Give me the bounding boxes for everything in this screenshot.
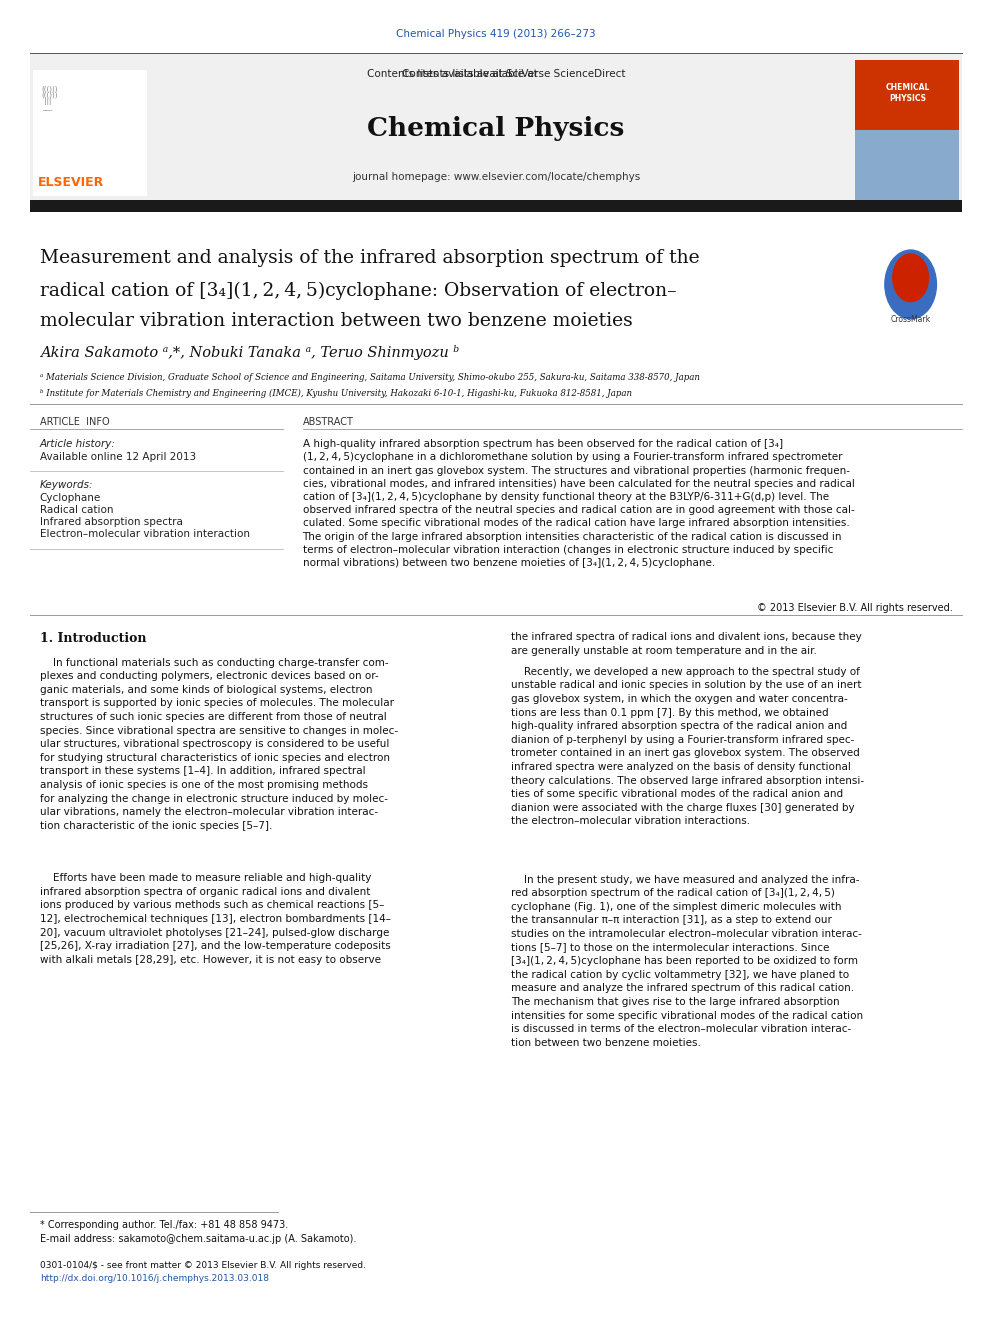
Text: radical cation of [3₄](1, 2, 4, 5)cyclophane: Observation of electron–: radical cation of [3₄](1, 2, 4, 5)cyclop… [40,282,677,300]
Text: In functional materials such as conducting charge-transfer com-
plexes and condu: In functional materials such as conducti… [40,658,398,831]
Text: ((()))
((()))
 ||| 
___: ((())) ((())) ||| ___ [42,86,59,111]
Bar [855,60,959,202]
Text: http://dx.doi.org/10.1016/j.chemphys.2013.03.018: http://dx.doi.org/10.1016/j.chemphys.201… [40,1274,269,1283]
Text: * Corresponding author. Tel./fax: +81 48 858 9473.: * Corresponding author. Tel./fax: +81 48… [40,1220,288,1230]
Text: ABSTRACT: ABSTRACT [303,417,353,427]
Text: Chemical Physics: Chemical Physics [367,116,625,142]
Text: Electron–molecular vibration interaction: Electron–molecular vibration interaction [40,529,250,540]
Text: Contents lists available at SciVerse ScienceDirect: Contents lists available at SciVerse Sci… [367,69,625,79]
Text: Efforts have been made to measure reliable and high-quality
infrared absorption : Efforts have been made to measure reliab… [40,873,391,964]
Circle shape [885,250,936,319]
Text: ARTICLE  INFO: ARTICLE INFO [40,417,109,427]
Text: molecular vibration interaction between two benzene moieties: molecular vibration interaction between … [40,312,633,331]
Text: CHEMICAL
PHYSICS: CHEMICAL PHYSICS [886,83,930,103]
Text: Chemical Physics 419 (2013) 266–273: Chemical Physics 419 (2013) 266–273 [396,29,596,40]
Text: CrossMark: CrossMark [891,315,930,324]
Text: Keywords:: Keywords: [40,480,93,491]
Text: Available online 12 April 2013: Available online 12 April 2013 [40,452,195,463]
Text: Radical cation: Radical cation [40,505,113,516]
Text: ᵇ Institute for Materials Chemistry and Engineering (IMCE), Kyushu University, H: ᵇ Institute for Materials Chemistry and … [40,389,632,398]
Text: In the present study, we have measured and analyzed the infra-
red absorption sp: In the present study, we have measured a… [511,875,863,1048]
Text: Measurement and analysis of the infrared absorption spectrum of the: Measurement and analysis of the infrared… [40,249,699,267]
Text: Recently, we developed a new approach to the spectral study of
unstable radical : Recently, we developed a new approach to… [511,667,864,827]
Bar [855,130,959,202]
Text: © 2013 Elsevier B.V. All rights reserved.: © 2013 Elsevier B.V. All rights reserved… [757,603,952,614]
Text: 0301-0104/$ - see front matter © 2013 Elsevier B.V. All rights reserved.: 0301-0104/$ - see front matter © 2013 El… [40,1261,366,1270]
Text: ELSEVIER: ELSEVIER [38,176,104,189]
Text: Contents lists available at: Contents lists available at [402,69,590,79]
Text: A high-quality infrared absorption spectrum has been observed for the radical ca: A high-quality infrared absorption spect… [303,439,854,568]
Bar [33,70,147,196]
Bar [30,200,962,212]
Text: Akira Sakamoto ᵃ,*, Nobuki Tanaka ᵃ, Teruo Shinmyozu ᵇ: Akira Sakamoto ᵃ,*, Nobuki Tanaka ᵃ, Ter… [40,345,459,360]
Text: the infrared spectra of radical ions and divalent ions, because they
are general: the infrared spectra of radical ions and… [511,632,862,656]
Circle shape [893,254,929,302]
Text: journal homepage: www.elsevier.com/locate/chemphys: journal homepage: www.elsevier.com/locat… [352,172,640,183]
Text: Infrared absorption spectra: Infrared absorption spectra [40,517,183,528]
Bar [30,54,962,205]
Text: Article history:: Article history: [40,439,115,450]
Text: Cyclophane: Cyclophane [40,493,101,504]
Text: 1. Introduction: 1. Introduction [40,632,146,646]
Text: E-mail address: sakamoto@chem.saitama-u.ac.jp (A. Sakamoto).: E-mail address: sakamoto@chem.saitama-u.… [40,1234,356,1245]
Text: ᵃ Materials Science Division, Graduate School of Science and Engineering, Saitam: ᵃ Materials Science Division, Graduate S… [40,373,699,382]
